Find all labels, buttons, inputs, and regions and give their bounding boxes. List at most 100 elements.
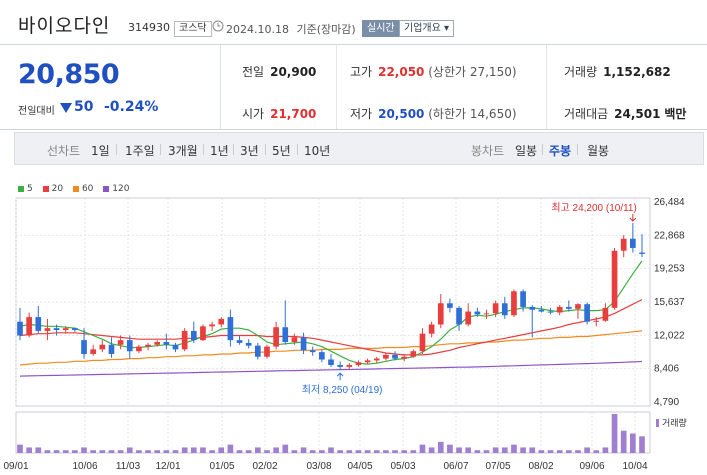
volume-value: 1,152,682 (603, 65, 671, 79)
candle-body (501, 303, 508, 316)
current-price-panel: 20,850 전일대비 50 -0.24% (0, 45, 221, 129)
company-info-dropdown[interactable]: 기업개요 ▾ (399, 20, 454, 37)
x-tick-label: 03/08 (306, 461, 331, 472)
y-tick-label: 12,022 (654, 330, 685, 341)
volume-bar (538, 450, 545, 453)
volume-bar (172, 450, 179, 453)
volume-bar (575, 450, 581, 453)
open-value: 21,700 (270, 107, 317, 121)
period-1y[interactable]: 1년 (210, 144, 229, 158)
volume-bar (163, 450, 170, 453)
candle-body (383, 354, 389, 359)
candle-daily[interactable]: 일봉 (515, 144, 538, 158)
y-tick-label: 15,637 (654, 297, 685, 308)
volume-bar (346, 450, 353, 453)
volume-bar (190, 447, 197, 453)
volume-bar (90, 450, 97, 453)
period-1d[interactable]: 1일 (91, 144, 110, 158)
candle-body (245, 342, 252, 346)
volume-bar (483, 450, 490, 453)
candle-monthly[interactable]: 월봉 (587, 144, 610, 158)
candle-body (62, 328, 69, 330)
legend-label: 120 (112, 184, 130, 194)
legend-ma60: 60 (72, 184, 93, 194)
candle-weekly[interactable]: 주봉 (549, 144, 572, 158)
candle-body (126, 340, 133, 352)
candle-body (556, 306, 563, 313)
volume-bar (209, 450, 215, 453)
y-tick-label: 19,253 (654, 264, 685, 275)
volume-bar (383, 450, 389, 453)
low-value: 20,500 (378, 107, 425, 121)
trade-value-label: 거래대금 (564, 107, 609, 121)
low-annotation: 최저 8,250 (04/19) (302, 384, 383, 396)
candle-body (428, 324, 435, 334)
stock-header: 바이오다인 314930 코스닥 2024.10.18 기준(장마감) 실시간 … (0, 0, 707, 44)
volume-bar (355, 450, 362, 453)
candle-body (236, 340, 243, 343)
volume-stat: 거래량 1,152,682 (564, 63, 671, 80)
candle-body (117, 340, 124, 345)
candle-body (300, 337, 307, 351)
chart-legend: 5 20 60 120 (18, 184, 136, 194)
stock-name: 바이오다인 (18, 15, 111, 37)
x-tick-label: 09/06 (579, 461, 604, 472)
volume-label: 거래량 (564, 65, 598, 79)
volume-bar (26, 447, 32, 453)
volume-bar (218, 447, 225, 453)
line-chart-label: 선차트 (47, 144, 81, 158)
candle-body (456, 307, 462, 325)
candle-body (108, 344, 115, 354)
period-3y[interactable]: 3년 (240, 144, 259, 158)
period-3m[interactable]: 3개월 (168, 144, 198, 158)
high-label: 고가 (350, 65, 373, 79)
volume-bar (392, 450, 398, 453)
candle-body (419, 333, 426, 352)
candle-body (620, 238, 627, 251)
high-value: 22,050 (378, 65, 425, 79)
volume-bar (428, 447, 435, 453)
price-summary: 20,850 전일대비 50 -0.24% 전일 20,900 고가 22,050 … (0, 44, 707, 130)
period-10y[interactable]: 10년 (304, 144, 331, 158)
x-tick-label: 04/05 (347, 461, 372, 472)
period-1w[interactable]: 1주일 (125, 144, 155, 158)
volume-bar (620, 430, 627, 453)
volume-bar (236, 450, 243, 453)
volume-bar (227, 444, 234, 453)
realtime-button[interactable]: 실시간 (362, 20, 400, 37)
x-tick-label: 06/07 (443, 461, 468, 472)
open-stat: 시가 21,700 (242, 105, 316, 122)
volume-bar (309, 450, 316, 453)
volume-bar (447, 444, 453, 453)
candle-body (355, 362, 362, 366)
ma120-line (19, 360, 643, 377)
volume-bar (492, 447, 499, 453)
period-bar: 선차트 1일 1주일 3개월 1년 3년 5년 10년 봉차트 일봉 주봉 월봉 (14, 132, 704, 165)
candle-body (209, 324, 215, 327)
volume-bar (547, 450, 554, 453)
candle-body (99, 344, 106, 350)
candle-body (190, 330, 197, 341)
candle-body (145, 344, 151, 347)
market-badge: 코스닥 (174, 21, 212, 37)
volume-bar (81, 447, 87, 453)
volume-bar (437, 441, 444, 453)
period-5y[interactable]: 5년 (272, 144, 291, 158)
x-tick-label: 10/04 (622, 461, 647, 472)
trade-value-stat: 거래대금 24,501 백만 (564, 105, 686, 122)
volume-bar (300, 447, 307, 453)
x-tick-label: 11/03 (116, 461, 141, 472)
candle-body (181, 330, 188, 350)
x-tick-label: 01/05 (209, 461, 234, 472)
volume-bar (419, 444, 426, 453)
candle-body (264, 346, 270, 357)
volume-bar (337, 450, 343, 453)
divider (336, 45, 337, 129)
volume-bar (328, 447, 334, 453)
volume-bar (556, 450, 563, 453)
volume-bar (62, 450, 69, 453)
price-chart[interactable]: 26,484 22,868 19,253 15,637 12,022 8,406 4,790… (0, 176, 707, 475)
date-basis: 기준(장마감) (296, 23, 356, 36)
candle-body (437, 303, 444, 325)
candle-body (584, 304, 590, 322)
